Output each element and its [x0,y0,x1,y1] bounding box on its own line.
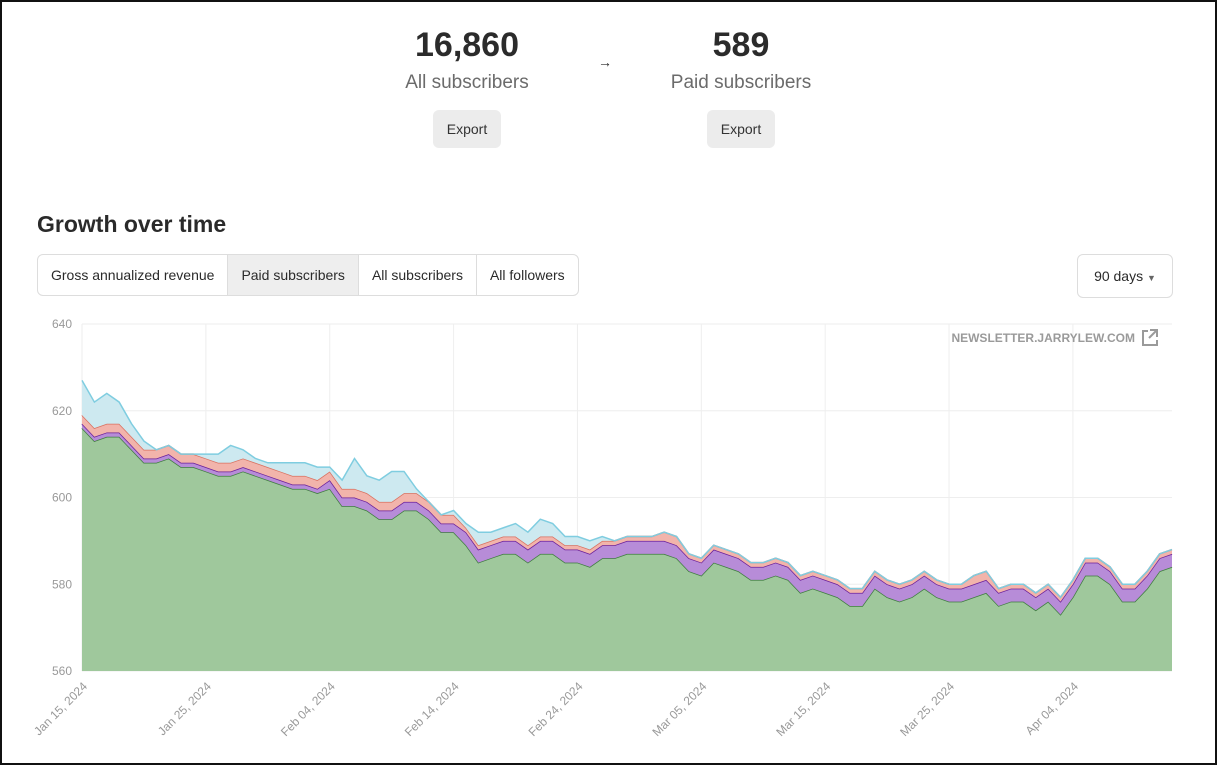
range-select[interactable]: 90 days ▼ [1077,254,1173,298]
external-link-icon [1142,329,1158,346]
icon-box [1142,330,1158,346]
y-tick-label: 600 [52,491,72,505]
x-tick-label: Mar 15, 2024 [773,679,833,739]
y-tick-label: 640 [52,317,72,331]
stat-value: 589 [712,26,770,64]
x-tick-label: Mar 25, 2024 [897,679,957,739]
tabs: Gross annualized revenue Paid subscribers… [37,254,579,296]
export-button[interactable]: Export [432,110,502,148]
watermark[interactable]: NEWSLETTER.JARRYLEW.COM [951,331,1135,345]
y-tick-label: 620 [52,404,72,418]
export-button[interactable]: Export [706,110,776,148]
series-line [81,380,1173,599]
tab[interactable]: Gross annualized revenue [38,255,229,295]
stat-value: 16,860 [415,26,519,64]
tab[interactable]: All followers [489,267,565,283]
stat-label: Paid subscribers [670,72,812,93]
x-tick-label: Feb 14, 2024 [402,679,462,739]
stat: 16,860 All subscribers Export [347,26,587,148]
chart: 560 580 600 620 640 Jan 15, 2024 Jan 25, 2024 F… [31,317,1173,739]
x-tick-label: Feb 04, 2024 [278,679,338,739]
y-tick-label: 580 [52,577,72,591]
x-tick-label: Mar 05, 2024 [650,679,710,739]
arrow: → [598,54,612,70]
x-tick-label: Jan 15, 2024 [31,679,90,738]
x-tick-label: Apr 04, 2024 [1023,679,1082,738]
tab[interactable]: Paid subscribers [228,255,359,295]
icon-arrow [1148,329,1158,339]
range-label: 90 days [1094,268,1144,284]
series-area [82,428,1172,671]
x-tick-label: Jan 25, 2024 [155,679,214,738]
section-title: Growth over time [37,211,227,237]
stat: 589 Paid subscribers Export [621,26,861,148]
stat-label: All subscribers [405,72,529,93]
tab[interactable]: All subscribers [359,255,477,295]
y-tick-label: 560 [52,664,72,678]
x-tick-label: Feb 24, 2024 [526,679,586,739]
